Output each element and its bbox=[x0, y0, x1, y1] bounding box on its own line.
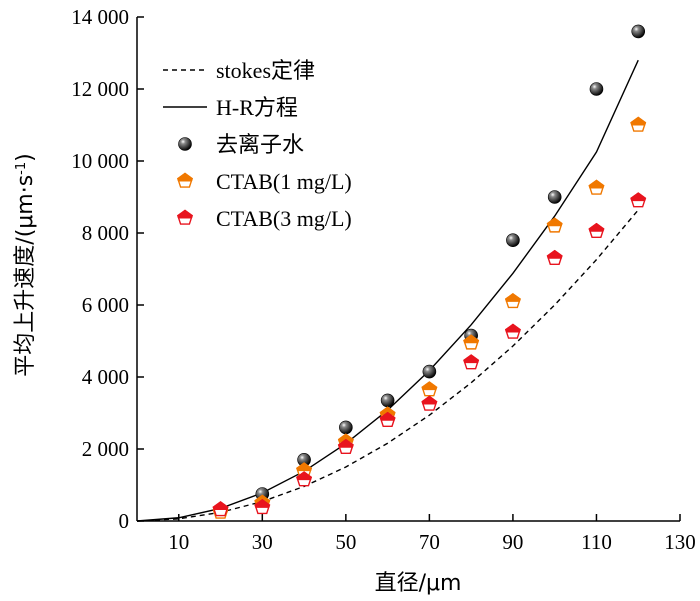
legend-swatch bbox=[178, 137, 192, 151]
y-tick-label: 8 000 bbox=[82, 221, 129, 245]
x-tick-label: 30 bbox=[252, 530, 273, 554]
data-point bbox=[631, 24, 646, 39]
y-tick-label: 4 000 bbox=[82, 365, 129, 389]
y-axis-title-sup: -1 bbox=[14, 162, 29, 175]
data-point bbox=[589, 82, 604, 96]
data-point bbox=[546, 217, 563, 233]
series-line-stokes bbox=[136, 209, 639, 522]
legend-swatch bbox=[177, 172, 193, 188]
axes: 0 2 000 4 000 6 000 8 000 10 000 12 000 14 000 1… bbox=[71, 5, 696, 554]
data-point bbox=[547, 190, 562, 204]
data-point bbox=[630, 192, 647, 208]
x-tick-label: 50 bbox=[335, 530, 356, 554]
y-tick-label: 0 bbox=[119, 509, 130, 533]
data-point bbox=[296, 471, 313, 487]
data-point bbox=[254, 498, 271, 515]
data-point bbox=[421, 395, 438, 411]
legend-label: CTAB(1 mg/L) bbox=[216, 169, 352, 194]
data-point bbox=[546, 249, 563, 265]
legend-item: 去离子水 bbox=[178, 132, 304, 157]
y-axis-title-close: ) bbox=[13, 153, 38, 162]
legend-item: CTAB(1 mg/L) bbox=[177, 169, 352, 194]
data-point bbox=[212, 501, 229, 517]
data-point bbox=[380, 393, 395, 408]
x-tick-label: 90 bbox=[502, 530, 523, 554]
y-tick-label: 2 000 bbox=[82, 437, 129, 461]
x-tick-label: 10 bbox=[168, 530, 189, 554]
y-axis-title-main: 平均上升速度/(μm·s bbox=[13, 175, 38, 377]
legend-label: H-R方程 bbox=[216, 95, 298, 120]
series-markers bbox=[212, 24, 647, 519]
legend-item: CTAB(3 mg/L) bbox=[177, 206, 352, 231]
legend-label: CTAB(3 mg/L) bbox=[216, 206, 352, 231]
x-tick-label: 110 bbox=[581, 530, 612, 554]
series-line-hr bbox=[136, 59, 639, 522]
legend-swatch bbox=[177, 209, 193, 225]
y-axis-title: 平均上升速度/(μm·s-1) bbox=[13, 153, 38, 376]
data-point bbox=[506, 233, 520, 247]
legend-item: stokes定律 bbox=[163, 58, 315, 83]
y-tick-label: 14 000 bbox=[71, 5, 129, 29]
series-lines bbox=[136, 59, 639, 522]
x-tick-label: 70 bbox=[419, 530, 440, 554]
legend-label: stokes定律 bbox=[216, 58, 315, 83]
data-point bbox=[504, 293, 521, 309]
y-tick-label: 10 000 bbox=[71, 149, 129, 173]
data-point bbox=[296, 462, 313, 478]
series-points bbox=[213, 24, 646, 518]
data-point bbox=[463, 334, 480, 350]
data-point bbox=[588, 179, 605, 195]
legend-label: 去离子水 bbox=[216, 132, 304, 157]
x-tick-label: 130 bbox=[664, 530, 696, 554]
data-point bbox=[422, 364, 437, 379]
legend-item: H-R方程 bbox=[163, 95, 298, 120]
data-point bbox=[337, 438, 354, 454]
data-point bbox=[421, 381, 438, 397]
y-tick-label: 12 000 bbox=[71, 77, 129, 101]
x-axis-title: 直径/μm bbox=[375, 571, 462, 596]
data-point bbox=[504, 323, 521, 339]
data-point bbox=[379, 411, 396, 427]
y-tick-label: 6 000 bbox=[82, 293, 129, 317]
data-point bbox=[463, 354, 480, 370]
series-points bbox=[212, 192, 647, 517]
data-point bbox=[588, 222, 605, 238]
data-point bbox=[339, 420, 353, 435]
data-point bbox=[630, 116, 647, 132]
